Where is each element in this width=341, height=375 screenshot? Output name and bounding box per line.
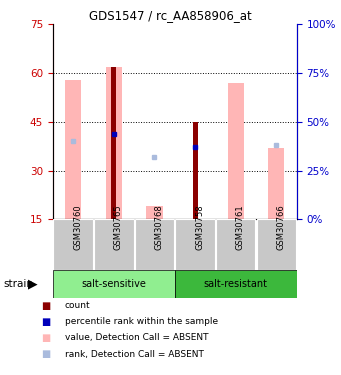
Text: ■: ■	[41, 317, 50, 327]
Text: ■: ■	[41, 349, 50, 359]
Bar	[65, 80, 81, 219]
Bar	[257, 219, 296, 270]
Text: ■: ■	[41, 301, 50, 310]
Text: ■: ■	[41, 333, 50, 343]
Text: value, Detection Call = ABSENT: value, Detection Call = ABSENT	[65, 333, 208, 342]
Bar	[175, 219, 215, 270]
Text: GSM30765: GSM30765	[114, 204, 123, 250]
Text: ▶: ▶	[28, 278, 37, 291]
Text: rank, Detection Call = ABSENT: rank, Detection Call = ABSENT	[65, 350, 204, 358]
Bar	[227, 83, 244, 219]
Text: GSM30768: GSM30768	[154, 204, 163, 250]
Bar	[112, 67, 116, 219]
Bar	[268, 148, 284, 219]
Text: count: count	[65, 301, 90, 310]
Text: salt-sensitive: salt-sensitive	[81, 279, 146, 289]
Bar	[94, 219, 134, 270]
Bar	[216, 219, 255, 270]
Text: salt-resistant: salt-resistant	[204, 279, 268, 289]
Text: GSM30761: GSM30761	[236, 204, 245, 250]
Bar	[54, 219, 93, 270]
Text: GSM30760: GSM30760	[73, 204, 82, 250]
Text: GDS1547 / rc_AA858906_at: GDS1547 / rc_AA858906_at	[89, 9, 252, 22]
Text: strain: strain	[3, 279, 33, 289]
Bar	[135, 219, 174, 270]
Bar	[53, 270, 175, 298]
Bar	[175, 270, 297, 298]
Text: GSM30766: GSM30766	[276, 204, 285, 250]
Text: GSM30758: GSM30758	[195, 204, 204, 250]
Text: percentile rank within the sample: percentile rank within the sample	[65, 317, 218, 326]
Bar	[193, 122, 197, 219]
Bar	[146, 206, 163, 219]
Bar	[106, 67, 122, 219]
